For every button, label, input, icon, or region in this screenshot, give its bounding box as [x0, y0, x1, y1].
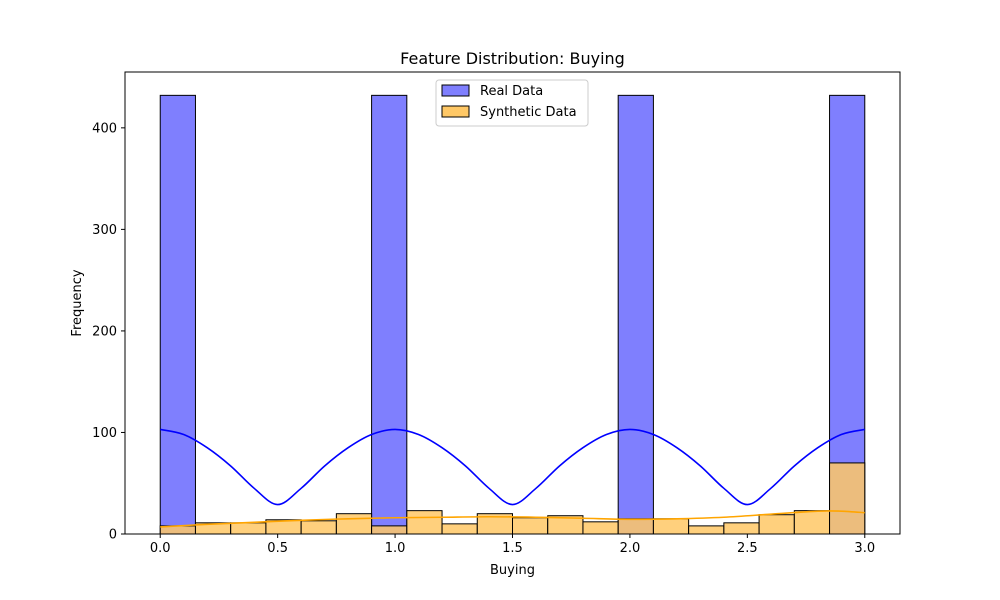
- synthetic-data-bar-18: [793, 510, 831, 535]
- synthetic-data-bar-7: [406, 510, 443, 535]
- x-tick-label: 1.0: [385, 541, 406, 556]
- legend-swatch-real-data: [441, 84, 470, 97]
- real-data-bar-2: [617, 94, 654, 535]
- synthetic-data-bar-12: [582, 521, 619, 535]
- real-data-bar-0: [159, 94, 196, 535]
- x-tick-label: 0.5: [267, 541, 288, 556]
- legend-label-real-data: Real Data: [480, 84, 543, 99]
- synthetic-data-bar-5: [335, 513, 373, 535]
- y-tick-label: 100: [92, 426, 117, 441]
- synthetic-data-bar-8: [441, 523, 478, 535]
- legend: Real Data Synthetic Data: [435, 79, 589, 127]
- x-tick-label: 2.5: [737, 541, 758, 556]
- y-axis: 0 100 200 300 400: [92, 121, 125, 543]
- legend-label-synthetic-data: Synthetic Data: [480, 105, 577, 120]
- synthetic-data-bars: [159, 462, 866, 535]
- x-tick-label: 2.0: [620, 541, 641, 556]
- synthetic-data-bar-16: [723, 522, 760, 535]
- synthetic-data-bar-2: [230, 522, 267, 535]
- real-data-bars: [159, 94, 866, 535]
- kde-lines: [160, 428, 865, 528]
- synthetic-data-bar-19: [829, 462, 866, 535]
- y-tick-label: 200: [92, 324, 117, 339]
- x-axis: 0.0 0.5 1.0 1.5 2.0 2.5 3.0: [150, 534, 875, 556]
- legend-box: [435, 79, 589, 127]
- synthetic-data-bar-13: [617, 518, 654, 535]
- x-tick-label: 3.0: [854, 541, 875, 556]
- synthetic-data-kde-line: [160, 510, 865, 528]
- x-axis-label: Buying: [490, 563, 535, 578]
- y-tick-label: 300: [92, 223, 117, 238]
- x-tick-label: 1.5: [502, 541, 523, 556]
- y-tick-label: 0: [109, 528, 117, 543]
- chart-title: Feature Distribution: Buying: [400, 49, 625, 68]
- y-tick-label: 400: [92, 121, 117, 136]
- synthetic-data-bar-4: [300, 520, 337, 535]
- synthetic-data-bar-15: [688, 525, 725, 535]
- synthetic-data-bar-17: [758, 514, 795, 535]
- synthetic-data-bar-10: [512, 517, 549, 535]
- real-data-bar-1: [371, 94, 408, 535]
- synthetic-data-bar-14: [652, 518, 690, 535]
- real-data-kde-line: [160, 428, 865, 506]
- y-axis-label: Frequency: [70, 269, 85, 336]
- synthetic-data-bar-6: [371, 525, 408, 535]
- legend-swatch-synthetic-data: [441, 105, 470, 118]
- x-tick-label: 0.0: [150, 541, 171, 556]
